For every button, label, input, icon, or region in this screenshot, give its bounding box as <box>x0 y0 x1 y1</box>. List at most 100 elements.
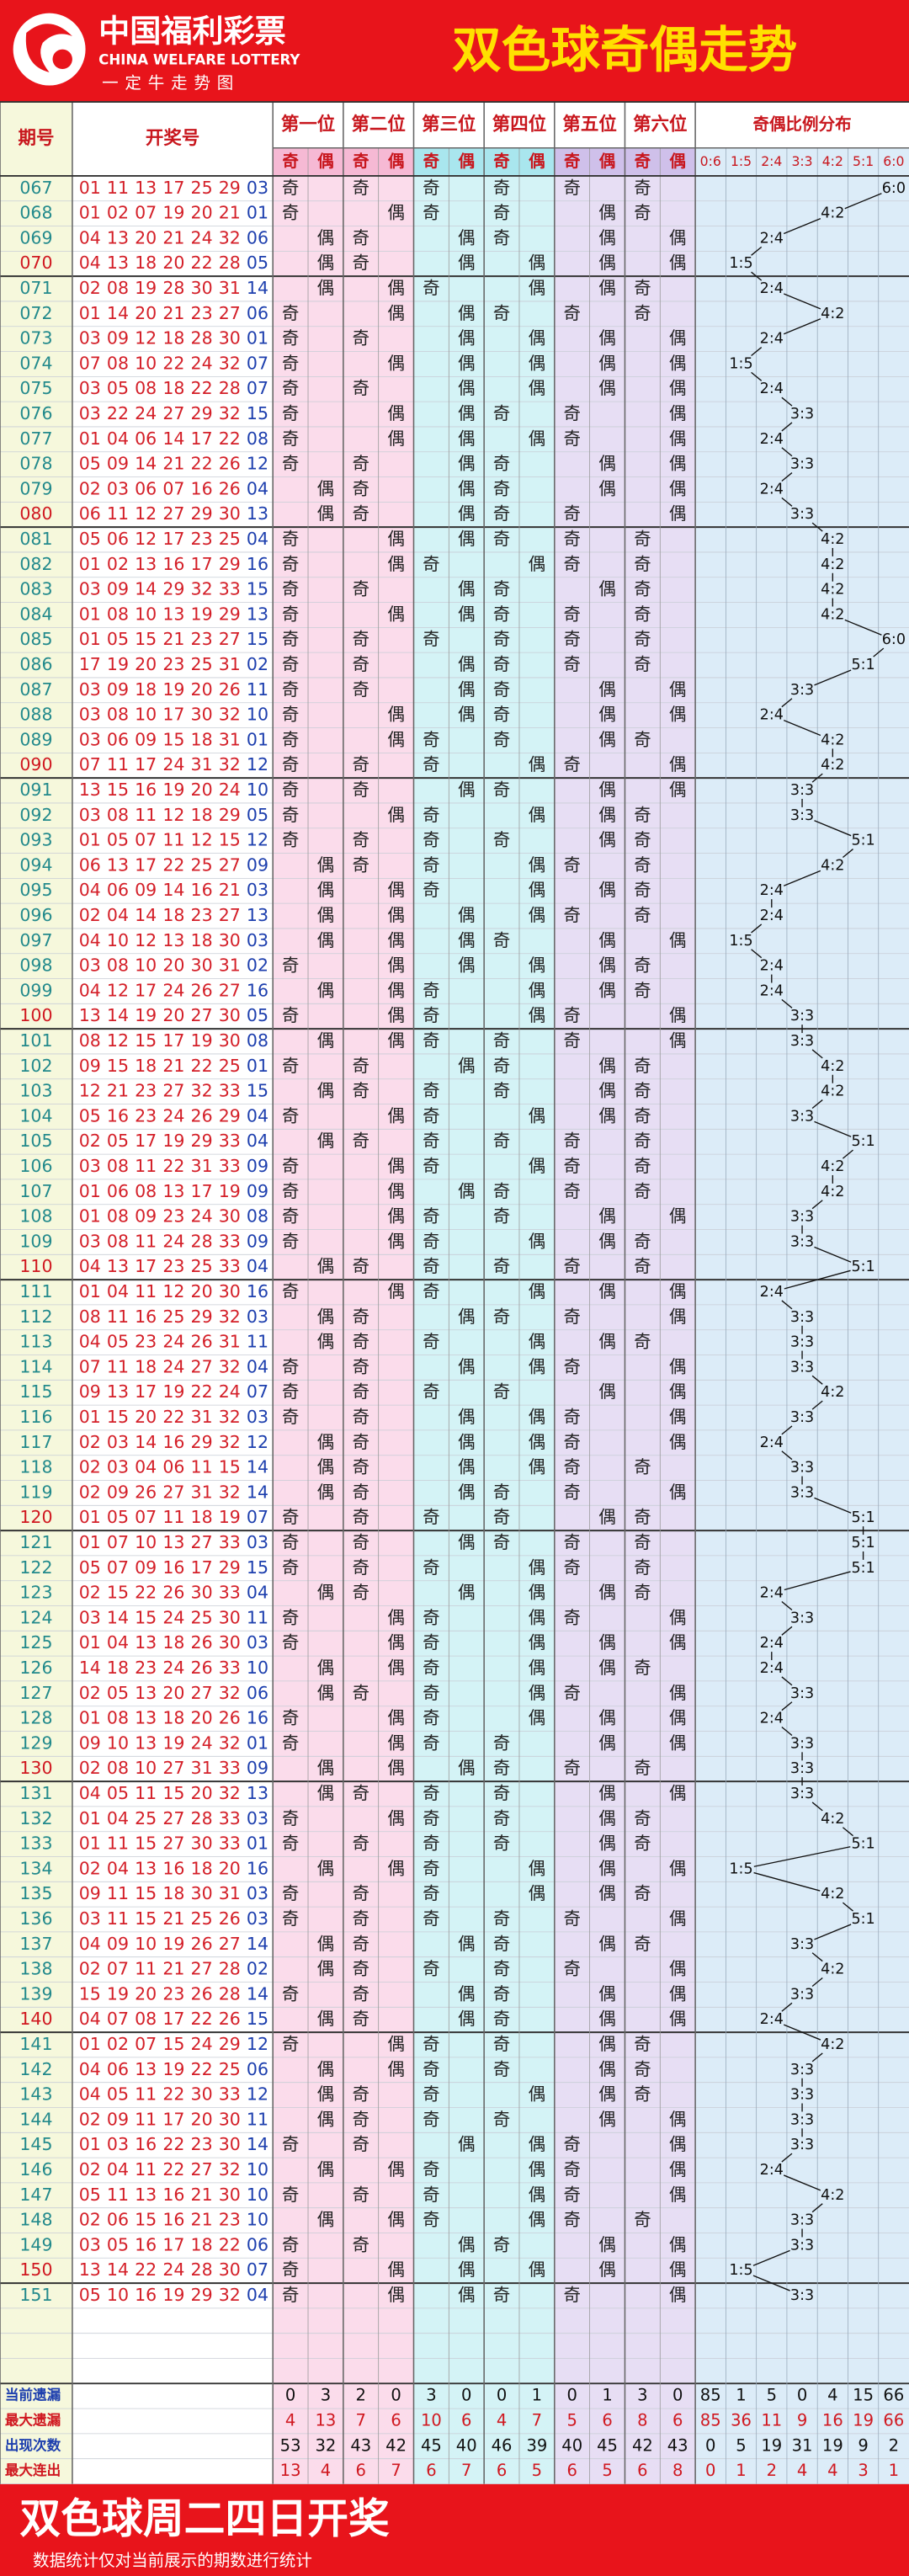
red-ball: 20 <box>135 1407 157 1427</box>
red-ball: 15 <box>79 1983 101 2004</box>
ratio-mark: 2:4 <box>760 707 784 724</box>
parity-mark: 奇 <box>634 1834 651 1854</box>
red-ball: 15 <box>135 1030 157 1051</box>
blue-ball: 01 <box>247 729 268 749</box>
red-ball: 29 <box>219 1557 241 1578</box>
parity-mark: 奇 <box>282 2134 300 2154</box>
parity-head: 奇 <box>423 152 440 171</box>
stat-value: 53 <box>280 2435 301 2455</box>
red-ball: 04 <box>107 1281 129 1301</box>
parity-mark: 偶 <box>458 1482 476 1502</box>
issue: 080 <box>19 503 52 524</box>
blue-ball: 07 <box>247 1507 268 1527</box>
parity-mark: 偶 <box>598 203 616 223</box>
parity-mark: 偶 <box>529 378 546 398</box>
red-ball: 04 <box>79 880 101 900</box>
parity-mark: 偶 <box>669 705 687 725</box>
parity-mark: 偶 <box>387 1206 405 1227</box>
issue: 149 <box>19 2234 52 2254</box>
ratio-link <box>811 1375 823 1385</box>
parity-mark: 奇 <box>423 1105 440 1126</box>
blue-ball: 02 <box>247 955 268 976</box>
ratio-link <box>753 1846 851 1867</box>
ratio-link <box>781 1676 793 1686</box>
ratio-link <box>781 1601 793 1611</box>
issue: 067 <box>19 178 52 198</box>
red-ball: 33 <box>219 2084 241 2105</box>
parity-mark: 奇 <box>634 554 651 574</box>
red-ball: 06 <box>107 729 129 749</box>
parity-mark: 偶 <box>669 2159 687 2179</box>
stat-value: 6 <box>461 2410 471 2430</box>
red-ball: 04 <box>107 1632 129 1653</box>
red-ball: 11 <box>191 1457 213 1477</box>
red-ball: 05 <box>79 1105 101 1126</box>
parity-mark: 奇 <box>634 854 651 875</box>
red-ball: 09 <box>135 729 157 749</box>
red-ball: 32 <box>219 1683 241 1703</box>
parity-mark: 偶 <box>529 1332 546 1352</box>
red-ball: 32 <box>191 1081 213 1101</box>
issue: 137 <box>19 1934 52 1954</box>
blue-ball: 10 <box>247 2210 268 2230</box>
draw-col-bg <box>72 102 274 2484</box>
ratio-link <box>781 1450 793 1461</box>
parity-mark: 奇 <box>423 2185 440 2205</box>
red-ball: 16 <box>135 780 157 800</box>
blue-ball: 04 <box>247 529 268 549</box>
parity-mark: 奇 <box>282 1507 300 1527</box>
parity-mark: 奇 <box>493 1808 511 1828</box>
red-ball: 24 <box>162 754 184 774</box>
red-ball: 05 <box>79 1557 101 1578</box>
stat-value: 4 <box>285 2410 295 2430</box>
ratio-head-cell: 5:1 <box>853 154 874 169</box>
parity-mark: 偶 <box>317 1683 335 1703</box>
blue-ball: 05 <box>247 1005 268 1025</box>
parity-mark: 奇 <box>353 629 370 649</box>
red-ball: 10 <box>107 2285 129 2305</box>
parity-mark: 奇 <box>423 2059 440 2079</box>
ratio-mark: 4:2 <box>821 757 844 774</box>
parity-mark: 偶 <box>598 1583 616 1603</box>
red-ball: 09 <box>79 1056 101 1076</box>
red-ball: 10 <box>135 1532 157 1552</box>
red-ball: 12 <box>162 1281 184 1301</box>
red-ball: 22 <box>162 1156 184 1176</box>
blue-ball: 05 <box>247 805 268 825</box>
footer-banner <box>0 2483 909 2576</box>
red-ball: 09 <box>107 328 129 349</box>
red-ball: 17 <box>135 1256 157 1276</box>
red-ball: 17 <box>162 705 184 725</box>
red-ball: 08 <box>107 955 129 976</box>
ratio-link <box>811 522 823 532</box>
red-ball: 19 <box>191 604 213 624</box>
parity-mark: 偶 <box>529 2084 546 2105</box>
parity-mark: 奇 <box>493 2034 511 2054</box>
ratio-link <box>751 923 763 934</box>
red-ball: 20 <box>135 654 157 674</box>
stat-value: 6 <box>497 2461 507 2480</box>
parity-mark: 奇 <box>282 1908 300 1929</box>
red-ball: 25 <box>219 529 241 549</box>
ratio-mark: 3:3 <box>790 1008 814 1025</box>
parity-mark: 偶 <box>458 705 476 725</box>
parity-mark: 偶 <box>598 830 616 850</box>
blue-ball: 04 <box>247 1583 268 1603</box>
red-ball: 21 <box>191 2210 213 2230</box>
parity-mark: 偶 <box>317 2009 335 2029</box>
issue: 148 <box>19 2210 52 2230</box>
parity-mark: 偶 <box>598 780 616 800</box>
red-ball: 27 <box>162 1834 184 1854</box>
ratio-mark: 4:2 <box>821 531 844 548</box>
red-ball: 20 <box>135 227 157 247</box>
red-ball: 27 <box>162 1758 184 1778</box>
blue-ball: 06 <box>247 2234 268 2254</box>
parity-head: 偶 <box>599 152 616 171</box>
parity-mark: 奇 <box>423 2109 440 2129</box>
issue: 092 <box>19 805 52 825</box>
blue-ball: 08 <box>247 1206 268 1227</box>
parity-mark: 偶 <box>598 679 616 700</box>
parity-mark: 奇 <box>563 1407 581 1427</box>
red-ball: 07 <box>162 478 184 498</box>
ratio-mark: 3:3 <box>790 1108 814 1125</box>
